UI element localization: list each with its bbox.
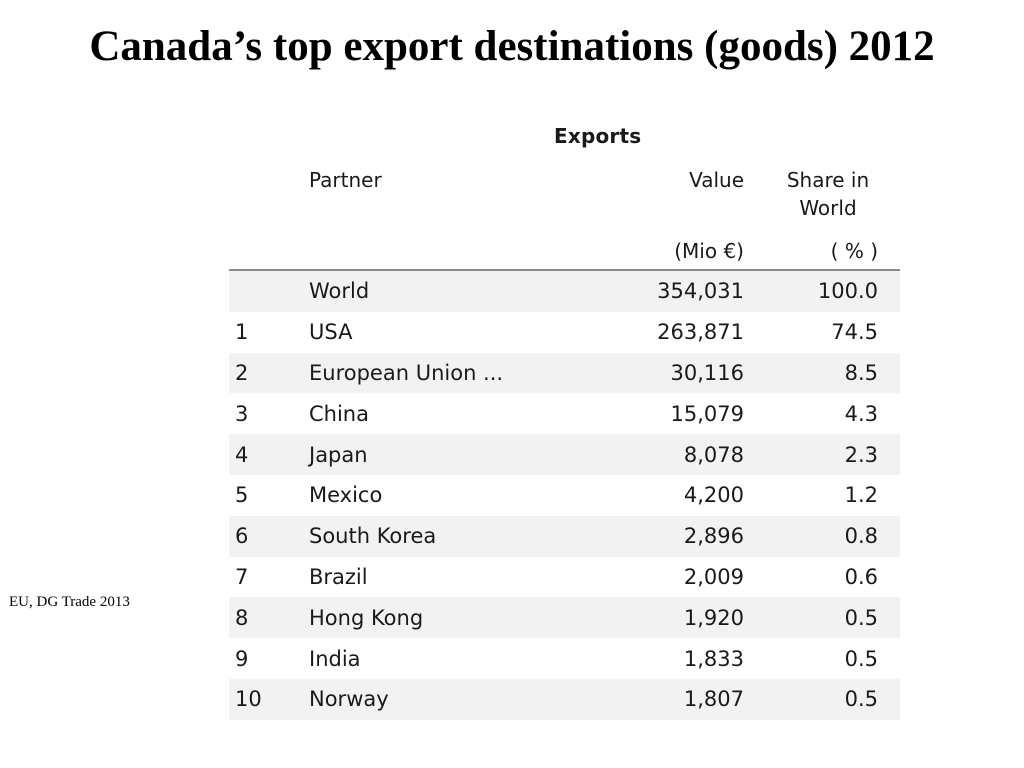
partner-cell: Norway <box>309 687 389 712</box>
table-row: 6 South Korea 2,896 0.8 <box>229 515 900 557</box>
slide-title: Canada’s top export destinations (goods)… <box>89 23 935 70</box>
table-row: 4 Japan 8,078 2.3 <box>229 434 900 475</box>
value-cell: 15,079 <box>670 401 744 426</box>
rank-cell: 6 <box>235 524 249 549</box>
rank-cell: 3 <box>235 401 249 426</box>
value-cell: 263,871 <box>657 320 744 345</box>
table-row: 1 USA 263,871 74.5 <box>229 312 900 353</box>
partner-cell: India <box>309 646 361 671</box>
rank-cell: 9 <box>235 646 249 671</box>
value-cell: 8,078 <box>683 442 744 467</box>
partner-cell: Brazil <box>309 564 368 589</box>
table-row: 9 India 1,833 0.5 <box>229 638 900 679</box>
table-row: 7 Brazil 2,009 0.6 <box>229 557 900 598</box>
value-cell: 30,116 <box>670 360 744 385</box>
share-cell: 0.8 <box>844 524 878 549</box>
share-cell: 74.5 <box>831 320 878 345</box>
rank-cell: 2 <box>235 360 249 385</box>
share-cell: 0.6 <box>844 564 878 589</box>
table-row: World 354,031 100.0 <box>229 271 900 312</box>
rank-cell: 7 <box>235 564 249 589</box>
share-unit-label: ( % ) <box>830 239 878 263</box>
table-row: 8 Hong Kong 1,920 0.5 <box>229 597 900 639</box>
value-cell: 1,833 <box>683 646 744 671</box>
value-cell: 354,031 <box>657 279 744 304</box>
header-divider <box>229 269 900 271</box>
share-cell: 2.3 <box>844 442 878 467</box>
rank-cell: 8 <box>235 605 249 630</box>
partner-cell: World <box>309 279 370 304</box>
partner-cell: Mexico <box>309 483 383 508</box>
source-note: EU, DG Trade 2013 <box>9 594 130 610</box>
rank-cell: 5 <box>235 483 249 508</box>
share-column-header: Share in World <box>778 166 878 222</box>
rank-cell: 1 <box>235 320 249 345</box>
table-row: 5 Mexico 4,200 1.2 <box>229 475 900 516</box>
value-cell: 2,896 <box>683 524 744 549</box>
rank-cell: 4 <box>235 442 249 467</box>
value-cell: 2,009 <box>683 564 744 589</box>
value-column-header: Value <box>689 168 744 192</box>
value-unit-label: (Mio €) <box>674 239 744 263</box>
share-header-line1: Share in <box>786 168 870 192</box>
value-cell: 1,807 <box>683 687 744 712</box>
rank-cell: 10 <box>235 687 262 712</box>
share-cell: 100.0 <box>817 279 878 304</box>
table-row: 10 Norway 1,807 0.5 <box>229 678 900 720</box>
share-cell: 8.5 <box>844 360 878 385</box>
share-cell: 0.5 <box>844 605 878 630</box>
value-cell: 1,920 <box>683 605 744 630</box>
share-cell: 1.2 <box>844 483 878 508</box>
partner-cell: China <box>309 401 369 426</box>
table-row: 2 European Union ... 30,116 8.5 <box>229 352 900 394</box>
share-cell: 4.3 <box>844 401 878 426</box>
partner-cell: European Union ... <box>309 360 504 385</box>
exports-group-header: Exports <box>554 124 642 148</box>
table-body: World 354,031 100.0 1 USA 263,871 74.5 2… <box>229 271 900 720</box>
share-cell: 0.5 <box>844 687 878 712</box>
partner-column-header: Partner <box>309 168 382 192</box>
share-header-line2: World <box>799 196 857 220</box>
partner-cell: Japan <box>309 442 368 467</box>
partner-cell: USA <box>309 320 353 345</box>
partner-cell: Hong Kong <box>309 605 424 630</box>
share-cell: 0.5 <box>844 646 878 671</box>
value-cell: 4,200 <box>683 483 744 508</box>
table-row: 3 China 15,079 4.3 <box>229 393 900 434</box>
partner-cell: South Korea <box>309 524 437 549</box>
